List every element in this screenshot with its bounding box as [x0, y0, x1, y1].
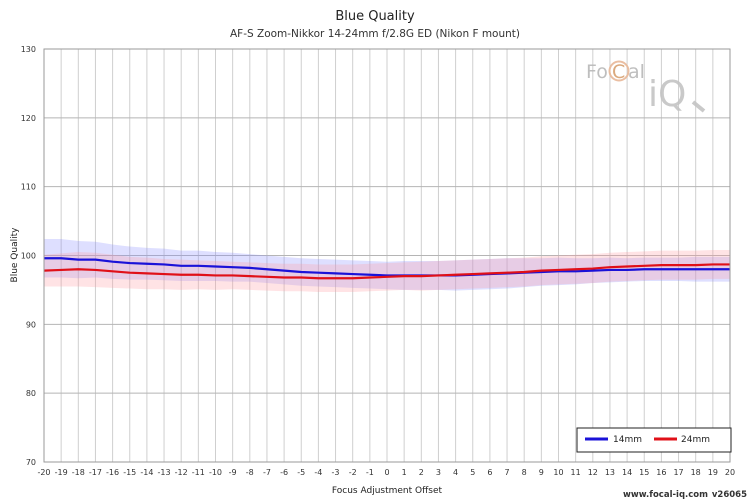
x-tick-label: -2: [349, 468, 357, 477]
logo-text-c: C: [612, 61, 625, 83]
x-tick-label: -10: [209, 468, 222, 477]
x-tick-label: 20: [725, 468, 735, 477]
chart-title: Blue Quality: [335, 9, 415, 24]
x-tick-label: 8: [522, 468, 527, 477]
x-tick-label: 9: [539, 468, 544, 477]
x-tick-label: 15: [639, 468, 649, 477]
x-tick-label: 0: [384, 468, 389, 477]
band-14mm: [44, 238, 730, 291]
axes: -20 -19 -18 -17 -16 -15 -14 -13 -12 -11 -10 -9 -8 -7-…: [21, 45, 735, 477]
x-tick-label: -7: [263, 468, 271, 477]
x-tick-label: 10: [553, 468, 563, 477]
x-tick-label: -9: [229, 468, 237, 477]
y-tick-label: 70: [26, 458, 36, 467]
x-tick-label: -20: [37, 468, 50, 477]
x-axis-label: Focus Adjustment Offset: [332, 486, 443, 496]
x-tick-label: 1: [402, 468, 407, 477]
x-tick-label: -11: [192, 468, 205, 477]
footer-version: v26065: [712, 490, 747, 500]
x-tick-label: 13: [605, 468, 615, 477]
legend-label-24mm: 24mm: [681, 435, 710, 445]
x-tick-label: -18: [72, 468, 85, 477]
y-tick-label: 120: [21, 114, 36, 123]
focal-iq-logo: Fo C al iQ: [586, 60, 706, 115]
y-tick-label: 100: [21, 252, 36, 261]
x-tick-label: 12: [588, 468, 598, 477]
x-tick-label: -8: [246, 468, 254, 477]
x-tick-label: 4: [453, 468, 458, 477]
x-tick-label: 16: [656, 468, 666, 477]
x-tick-label: -13: [158, 468, 171, 477]
x-tick-label: 14: [622, 468, 632, 477]
x-tick-label: 6: [487, 468, 492, 477]
logo-text-al: al: [628, 61, 645, 83]
chart-subtitle: AF-S Zoom-Nikkor 14-24mm f/2.8G ED (Niko…: [230, 28, 520, 40]
x-tick-label: -19: [55, 468, 68, 477]
plot-frame: [43, 48, 731, 463]
x-tick-label: 19: [708, 468, 718, 477]
x-tick-label: 17: [673, 468, 683, 477]
x-tick-label: 11: [571, 468, 581, 477]
footer-website: www.focal-iq.com: [623, 490, 708, 500]
x-tick-label: -6: [280, 468, 288, 477]
x-tick-label: -16: [106, 468, 119, 477]
grid: [43, 48, 731, 463]
confidence-bands: [44, 238, 730, 292]
x-tick-label: 3: [436, 468, 441, 477]
x-tick-label: 18: [691, 468, 701, 477]
series-line-24mm: [43, 263, 730, 280]
series-line-14mm: [44, 257, 730, 277]
x-tick-label: 5: [470, 468, 475, 477]
band-24mm: [44, 249, 730, 292]
y-tick-label: 110: [21, 183, 36, 192]
logo-text-iq: iQ: [648, 74, 686, 115]
logo-ring-icon: [608, 60, 630, 82]
series-lines: [43, 257, 730, 280]
magnifier-handle-icon: [691, 100, 706, 113]
y-tick-label: 130: [21, 45, 36, 54]
x-tick-label: -4: [314, 468, 322, 477]
x-tick-label: 2: [419, 468, 424, 477]
x-tick-label: -5: [297, 468, 305, 477]
x-tick-label: -14: [140, 468, 153, 477]
logo-text-fo: Fo: [586, 61, 608, 83]
y-tick-label: 80: [26, 389, 36, 398]
y-axis-label: Blue Quality: [10, 227, 20, 283]
legend: 14mm 24mm: [576, 427, 732, 453]
legend-label-14mm: 14mm: [613, 435, 642, 445]
x-tick-label: -1: [366, 468, 374, 477]
x-tick-label: -12: [175, 468, 188, 477]
x-tick-label: -17: [89, 468, 102, 477]
y-tick-label: 90: [26, 320, 36, 329]
x-tick-label: 7: [505, 468, 510, 477]
x-tick-label: -15: [123, 468, 136, 477]
x-tick-label: -3: [332, 468, 340, 477]
